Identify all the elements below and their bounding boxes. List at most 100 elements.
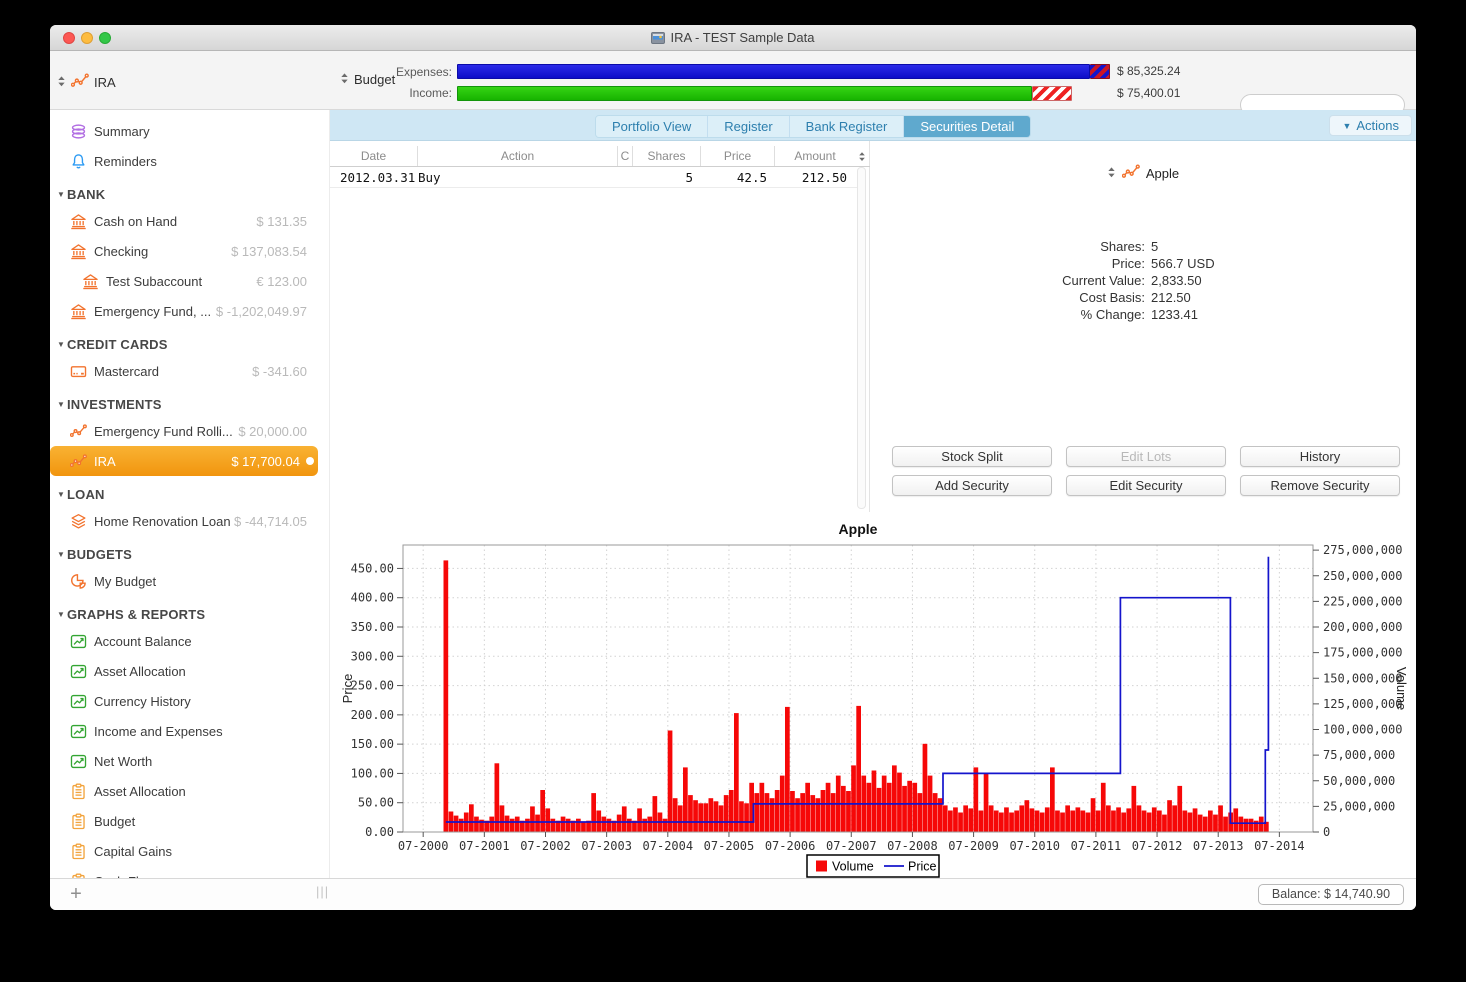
price-line [445, 556, 1270, 825]
expenses-label: Expenses: [395, 65, 452, 79]
sidebar-item-my-budget[interactable]: My Budget [50, 566, 329, 596]
svg-text:75,000,000: 75,000,000 [1323, 748, 1395, 762]
sidebar-item-asset-allocation[interactable]: Asset Allocation [50, 656, 329, 686]
item-label: Home Renovation Loan [94, 513, 231, 529]
sidebar-item-income-and-expenses[interactable]: Income and Expenses [50, 716, 329, 746]
edit-lots-button[interactable]: Edit Lots [1066, 446, 1226, 467]
svg-text:07-2010: 07-2010 [1009, 839, 1060, 853]
chart-pane: 0.00 50.00 100.00 150.00 200.00 250.00 300.00 3… [330, 512, 1416, 878]
account-selector[interactable]: IRA [57, 72, 116, 93]
sidebar-section-budgets[interactable]: ▼ BUDGETS [50, 536, 329, 566]
item-value: € 123.00 [256, 273, 307, 289]
section-label: INVESTMENTS [67, 397, 162, 412]
add-security-button[interactable]: Add Security [892, 475, 1052, 496]
stepper-icon[interactable] [57, 75, 66, 91]
remove-security-button[interactable]: Remove Security [1240, 475, 1400, 496]
sidebar-section-graphs-reports[interactable]: ▼ GRAPHS & REPORTS [50, 596, 329, 626]
sidebar-item-reminders[interactable]: Reminders [50, 146, 329, 176]
edit-security-button[interactable]: Edit Security [1066, 475, 1226, 496]
zoom-window-button[interactable] [99, 32, 111, 44]
sidebar-section-bank[interactable]: ▼ BANK [50, 176, 329, 206]
table-row[interactable]: 2012.03.31 Buy 5 42.5 212.50 [330, 167, 857, 188]
sidebar-item-account-balance[interactable]: Account Balance [50, 626, 329, 656]
disclosure-triangle-icon[interactable]: ▼ [57, 340, 65, 349]
item-label: Emergency Fund, ... [94, 303, 212, 319]
sort-stepper-icon[interactable] [858, 149, 866, 167]
sidebar-item-emergency-fund-rolli[interactable]: Emergency Fund Rolli... $ 20,000.00 [50, 416, 329, 446]
sidebar-item-budget[interactable]: Budget [50, 806, 329, 836]
item-label: Mastercard [94, 363, 160, 379]
window-title: IRA - TEST Sample Data [670, 30, 815, 45]
cell-date: 2012.03.31 [340, 170, 416, 185]
column-header-c[interactable]: C [618, 146, 633, 166]
sidebar-section-investments[interactable]: ▼ INVESTMENTS [50, 386, 329, 416]
item-label: Cash on Hand [94, 213, 178, 229]
tab-register[interactable]: Register [708, 116, 790, 137]
security-selector[interactable]: Apple [870, 163, 1416, 184]
sidebar-section-loan[interactable]: ▼ LOAN [50, 476, 329, 506]
stat-label: Price: [1111, 256, 1145, 271]
svg-text:275,000,000: 275,000,000 [1323, 543, 1402, 557]
line-chart-icon [70, 453, 87, 470]
add-button[interactable]: + [70, 883, 82, 905]
item-value: $ 137,083.54 [231, 243, 307, 259]
line-chart-icon [1121, 163, 1140, 184]
search-input[interactable] [1253, 96, 1412, 114]
stepper-icon[interactable] [340, 72, 349, 88]
sidebar-item-cash-on-hand[interactable]: Cash on Hand $ 131.35 [50, 206, 329, 236]
disclosure-triangle-icon[interactable]: ▼ [57, 400, 65, 409]
svg-text:07-2002: 07-2002 [520, 839, 571, 853]
column-header-shares[interactable]: Shares [633, 146, 701, 166]
svg-text:07-2000: 07-2000 [398, 839, 449, 853]
stepper-icon[interactable] [1107, 166, 1116, 182]
account-label: IRA [94, 75, 116, 90]
sidebar-section-credit-cards[interactable]: ▼ CREDIT CARDS [50, 326, 329, 356]
sidebar-item-home-renovation-loan[interactable]: Home Renovation Loan $ -44,714.05 [50, 506, 329, 536]
sidebar-item-asset-allocation[interactable]: Asset Allocation [50, 776, 329, 806]
table-scrollbar[interactable] [857, 167, 866, 509]
svg-text:07-2004: 07-2004 [643, 839, 694, 853]
column-header-date[interactable]: Date [330, 146, 418, 166]
section-label: BUDGETS [67, 547, 132, 562]
sidebar-item-test-subaccount[interactable]: Test Subaccount € 123.00 [50, 266, 329, 296]
item-value: $ 17,700.04 [231, 453, 300, 469]
sidebar-item-net-worth[interactable]: Net Worth [50, 746, 329, 776]
sidebar-resize-handle[interactable]: ||| [316, 884, 330, 899]
disclosure-triangle-icon[interactable]: ▼ [57, 190, 65, 199]
tab-portfolio-view[interactable]: Portfolio View [596, 116, 709, 137]
tab-securities-detail[interactable]: Securities Detail [904, 116, 1031, 137]
view-selector[interactable]: Budget [340, 72, 395, 88]
pie-chart-icon [70, 573, 87, 590]
minimize-window-button[interactable] [81, 32, 93, 44]
cell-price: 42.5 [736, 170, 767, 185]
cell-shares: 5 [685, 170, 693, 185]
column-header-amount[interactable]: Amount [794, 149, 836, 163]
sidebar-item-currency-history[interactable]: Currency History [50, 686, 329, 716]
sidebar-item-summary[interactable]: Summary [50, 116, 329, 146]
sidebar-item-mastercard[interactable]: Mastercard $ -341.60 [50, 356, 329, 386]
sidebar-item-ira[interactable]: IRA $ 17,700.04 [50, 446, 318, 476]
view-label: Budget [354, 72, 396, 88]
sidebar-item-cash-fl[interactable]: Cash Fl [50, 866, 329, 878]
title-bar[interactable]: IRA - TEST Sample Data [50, 25, 1416, 51]
sidebar-item-checking[interactable]: Checking $ 137,083.54 [50, 236, 329, 266]
dropdown-arrow-icon: ▼ [1342, 120, 1352, 131]
column-header-action[interactable]: Action [418, 146, 618, 166]
sidebar-item-emergency-fund[interactable]: Emergency Fund, ... $ -1,202,049.97 [50, 296, 329, 326]
sidebar-item-capital-gains[interactable]: Capital Gains [50, 836, 329, 866]
disclosure-triangle-icon[interactable]: ▼ [57, 610, 65, 619]
tab-bank-register[interactable]: Bank Register [789, 116, 905, 137]
stock-split-button[interactable]: Stock Split [892, 446, 1052, 467]
close-window-button[interactable] [63, 32, 75, 44]
history-button[interactable]: History [1240, 446, 1400, 467]
income-label: Income: [409, 86, 452, 100]
actions-button[interactable]: ▼ Actions [1329, 115, 1412, 136]
disclosure-triangle-icon[interactable]: ▼ [57, 490, 65, 499]
stat-label: % Change: [1080, 307, 1145, 322]
column-header-price[interactable]: Price [701, 146, 775, 166]
disclosure-triangle-icon[interactable]: ▼ [57, 550, 65, 559]
bank-icon [82, 273, 99, 290]
stat-label: Current Value: [1062, 273, 1145, 288]
item-label: Checking [94, 243, 149, 259]
chart-title: Apple [839, 521, 878, 537]
